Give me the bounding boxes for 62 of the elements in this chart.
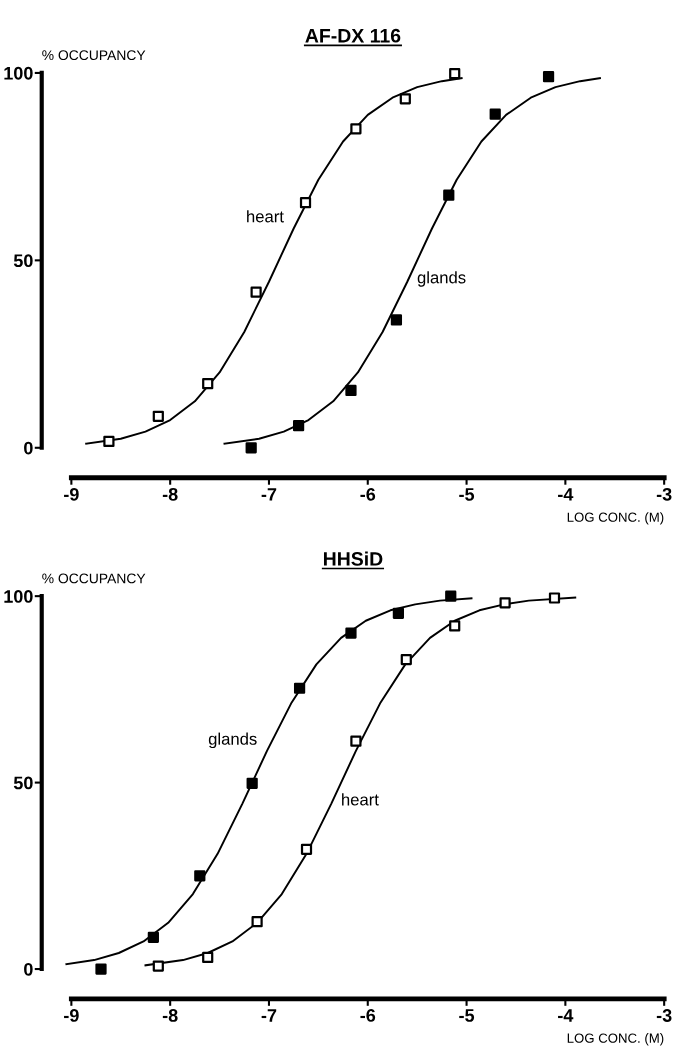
point [350, 735, 362, 747]
annotation: glands [208, 732, 257, 749]
point [400, 653, 412, 666]
annotation: heart [342, 793, 379, 806]
point [299, 197, 312, 209]
point [443, 189, 455, 201]
x-axis-title: LOG CONC. (M) [567, 512, 664, 525]
y-axis-title: % OCCUPANCY [42, 50, 146, 61]
point [250, 286, 262, 298]
point [449, 620, 461, 632]
point [392, 607, 404, 619]
point [147, 931, 159, 943]
x-tick-label: -6 [360, 1009, 376, 1022]
x-tick-label: -7 [261, 1009, 277, 1022]
point [152, 960, 164, 972]
y-axis-title: % OCCUPANCY [42, 573, 146, 584]
x-tick-label: -8 [162, 1009, 178, 1022]
point [499, 597, 511, 609]
y-tick-label: 50 [13, 776, 33, 790]
point [390, 314, 403, 326]
point [292, 420, 305, 432]
point [350, 123, 362, 135]
point [202, 378, 214, 390]
point [194, 870, 206, 882]
point [399, 93, 411, 105]
annotation: heart [247, 210, 284, 223]
chart-title: HHSiD [323, 551, 383, 566]
y-tick-label: 50 [13, 254, 33, 268]
y-tick-label: 100 [4, 66, 33, 80]
x-tick-label: -9 [64, 487, 79, 501]
point [245, 442, 257, 454]
y-tick-label: 100 [4, 590, 33, 603]
x-tick-label: -9 [64, 1009, 79, 1022]
point [103, 435, 115, 448]
y-tick-label: 0 [24, 962, 33, 976]
point [251, 916, 263, 928]
point [300, 843, 313, 855]
point [293, 682, 306, 694]
point [449, 68, 461, 80]
annotation: glands [417, 271, 466, 287]
x-tick-label: -7 [261, 488, 277, 501]
x-tick-label: -5 [459, 1009, 475, 1022]
x-tick-label: -8 [162, 487, 178, 501]
y-tick-label: 0 [24, 441, 33, 455]
x-tick-label: -4 [558, 1009, 574, 1022]
point [345, 384, 357, 397]
x-tick-label: -3 [656, 1009, 672, 1022]
x-tick-label: -4 [558, 488, 574, 501]
point [489, 108, 501, 120]
point [202, 951, 214, 964]
x-tick-label: -3 [656, 487, 672, 501]
x-tick-label: -6 [360, 487, 376, 501]
x-tick-label: -5 [459, 488, 475, 501]
point [95, 963, 107, 975]
point [345, 627, 357, 639]
point [152, 410, 164, 422]
point [246, 777, 258, 789]
point [445, 590, 457, 602]
point [548, 592, 561, 604]
point [542, 71, 555, 83]
x-axis-title: LOG CONC. (M) [567, 1033, 664, 1046]
chart-title: AF-DX 116 [305, 28, 401, 43]
